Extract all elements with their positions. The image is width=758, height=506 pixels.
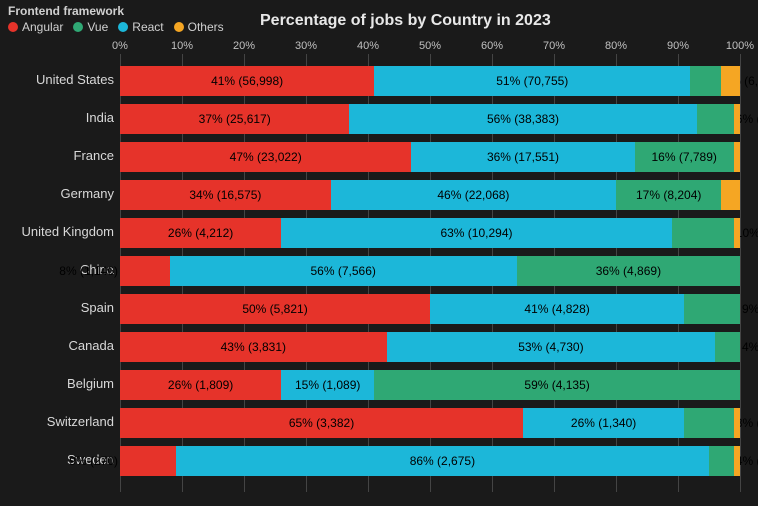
legend-item-react: React — [118, 20, 163, 34]
country-label: Sweden — [6, 452, 114, 467]
legend-label: Others — [188, 20, 224, 34]
bar-row: France47% (23,022)36% (17,551)16% (7,789… — [120, 142, 740, 172]
bar-segment-label: 9% (1,057) — [742, 294, 758, 324]
country-label: India — [6, 110, 114, 125]
bar-segment-label: 4% (380) — [742, 332, 758, 362]
bar-segment-others — [734, 104, 740, 134]
bar-segment-react — [281, 218, 672, 248]
bar-segment-angular — [120, 256, 170, 286]
bar-segment-angular — [120, 104, 349, 134]
bar-segment-angular — [120, 180, 331, 210]
bar-segment-react — [430, 294, 684, 324]
bar-segment-angular — [120, 294, 430, 324]
bar-segment-react — [374, 66, 690, 96]
bar-row: United Kingdom26% (4,212)63% (10,294)10%… — [120, 218, 740, 248]
bar-segment-angular — [120, 332, 387, 362]
x-axis-tick-label: 60% — [481, 40, 503, 52]
bar-segment-angular — [120, 142, 411, 172]
bar-segment-vue — [697, 104, 734, 134]
bar-segment-others — [721, 180, 740, 210]
country-label: Belgium — [6, 376, 114, 391]
chart-title: Percentage of jobs by Country in 2023 — [260, 12, 551, 30]
bar-segment-vue — [709, 446, 734, 476]
angular-swatch-icon — [8, 22, 18, 32]
bar-segment-vue — [715, 332, 740, 362]
bar-segment-react — [411, 142, 634, 172]
bar-row: Belgium26% (1,809)15% (1,089)59% (4,135) — [120, 370, 740, 400]
x-axis-tick-label: 100% — [726, 40, 754, 52]
bar-segment-vue — [684, 294, 740, 324]
x-axis-tick-label: 50% — [419, 40, 441, 52]
country-label: Canada — [6, 338, 114, 353]
country-label: Spain — [6, 300, 114, 315]
legend-label: Angular — [22, 20, 63, 34]
bar-row: Spain50% (5,821)41% (4,828)9% (1,057) — [120, 294, 740, 324]
chart-root: Frontend framework Angular Vue React Others… — [0, 0, 758, 506]
bar-segment-react — [176, 446, 709, 476]
bar-segment-vue — [616, 180, 721, 210]
bar-segment-angular — [120, 66, 374, 96]
bar-segment-react — [349, 104, 696, 134]
bar-segment-angular — [120, 370, 281, 400]
bar-segment-others — [734, 408, 740, 438]
legend-item-angular: Angular — [8, 20, 63, 34]
others-swatch-icon — [174, 22, 184, 32]
bar-segment-vue — [684, 408, 734, 438]
legend-title: Frontend framework — [8, 4, 224, 18]
gridline — [740, 54, 741, 492]
bar-row: Germany34% (16,575)46% (22,068)17% (8,20… — [120, 180, 740, 210]
country-label: Germany — [6, 186, 114, 201]
vue-swatch-icon — [73, 22, 83, 32]
bar-segment-vue — [517, 256, 740, 286]
x-axis-tick-label: 30% — [295, 40, 317, 52]
legend: Frontend framework Angular Vue React Others — [8, 4, 224, 34]
bar-segment-others — [734, 218, 740, 248]
bar-segment-others — [734, 142, 740, 172]
x-axis-tick-label: 20% — [233, 40, 255, 52]
react-swatch-icon — [118, 22, 128, 32]
bar-segment-vue — [374, 370, 740, 400]
x-axis-tick-label: 40% — [357, 40, 379, 52]
x-axis-tick-label: 70% — [543, 40, 565, 52]
bar-row: Canada43% (3,831)53% (4,730)4% (380) — [120, 332, 740, 362]
bar-row: China8% (1,146)56% (7,566)36% (4,869) — [120, 256, 740, 286]
bar-segment-react — [281, 370, 374, 400]
country-label: United Kingdom — [6, 224, 114, 239]
bar-segment-vue — [635, 142, 734, 172]
legend-item-vue: Vue — [73, 20, 108, 34]
legend-label: Vue — [87, 20, 108, 34]
bar-segment-angular — [120, 446, 176, 476]
country-label: France — [6, 148, 114, 163]
bar-segment-angular — [120, 408, 523, 438]
bar-segment-angular — [120, 218, 281, 248]
bar-segment-react — [523, 408, 684, 438]
x-axis-tick-label: 90% — [667, 40, 689, 52]
x-axis-tick-label: 0% — [112, 40, 128, 52]
bar-segment-others — [721, 66, 740, 96]
country-label: Switzerland — [6, 414, 114, 429]
bar-segment-others — [734, 446, 740, 476]
plot-area: 0%10%20%30%40%50%60%70%80%90%100%United … — [120, 66, 740, 492]
bar-row: United States41% (56,998)51% (70,755)5% … — [120, 66, 740, 96]
x-axis-tick-label: 80% — [605, 40, 627, 52]
bar-row: India37% (25,617)56% (38,383)6% (4,200) — [120, 104, 740, 134]
legend-item-others: Others — [174, 20, 224, 34]
bar-segment-vue — [690, 66, 721, 96]
bar-segment-react — [170, 256, 517, 286]
x-axis-tick-label: 10% — [171, 40, 193, 52]
bar-segment-vue — [672, 218, 734, 248]
bar-row: Switzerland65% (3,382)26% (1,340)8% (432… — [120, 408, 740, 438]
bar-segment-react — [387, 332, 716, 362]
country-label: China — [6, 262, 114, 277]
bar-segment-react — [331, 180, 616, 210]
bar-row: Sweden9% (270)86% (2,675)4% (113) — [120, 446, 740, 476]
legend-label: React — [132, 20, 163, 34]
legend-items: Angular Vue React Others — [8, 20, 224, 34]
country-label: United States — [6, 72, 114, 87]
